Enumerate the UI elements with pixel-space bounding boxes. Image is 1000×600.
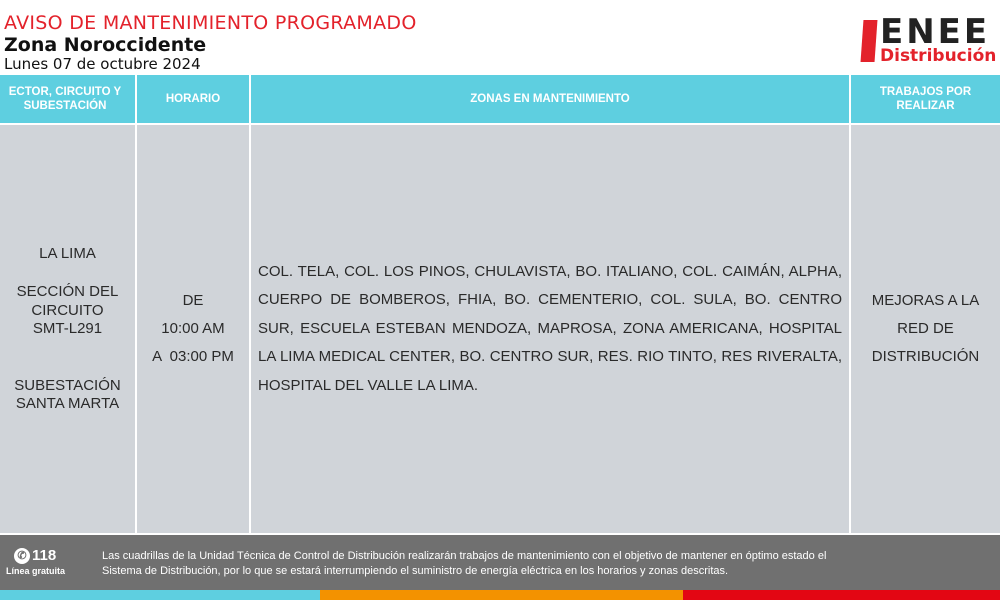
hotline-number: 118 xyxy=(32,547,57,564)
circuit-line: SECCIÓN DEL xyxy=(16,283,119,300)
zone-name: Zona Noroccidente xyxy=(4,34,207,56)
stripe-red xyxy=(683,590,1000,600)
notice-date: Lunes 07 de octubre 2024 xyxy=(4,55,201,73)
footer-note-line: Sistema de Distribución, por lo que se e… xyxy=(102,565,729,577)
schedule-cell: DE 10:00 AM A 03:00 PM xyxy=(137,125,249,533)
footer-bar xyxy=(0,535,1000,590)
enee-logo: ENEE Distribución xyxy=(860,12,1000,68)
stripe-orange xyxy=(320,590,683,600)
zones-cell: COL. TELA, COL. LOS PINOS, CHULAVISTA, B… xyxy=(251,125,849,533)
work-cell: MEJORAS A LA RED DE DISTRIBUCIÓN xyxy=(851,125,1000,533)
work-line: RED DE xyxy=(897,320,954,337)
circuit-id: SMT-L291 xyxy=(32,320,103,337)
logo-subtext: Distribución xyxy=(880,46,997,66)
stripe-cyan xyxy=(0,590,320,600)
schedule-from-label: DE xyxy=(182,292,204,309)
sector-cell: LA LIMA SECCIÓN DEL CIRCUITO SMT-L291 SU… xyxy=(0,125,135,533)
schedule-to: A 03:00 PM xyxy=(152,348,234,365)
column-header-zones: ZONAS EN MANTENIMIENTO xyxy=(251,75,849,123)
zones-list: COL. TELA, COL. LOS PINOS, CHULAVISTA, B… xyxy=(258,262,842,394)
sector-name: LA LIMA xyxy=(39,244,96,262)
footer-note-line: Las cuadrillas de la Unidad Técnica de C… xyxy=(102,550,827,562)
substation-line: SUBESTACIÓN xyxy=(14,376,121,394)
logo-mark-icon xyxy=(860,20,878,62)
circuit-line: CIRCUITO xyxy=(31,301,104,319)
work-line: MEJORAS A LA xyxy=(871,292,980,309)
hotline: ✆ 118 xyxy=(14,547,56,564)
column-header-label: ECTOR, CIRCUITO Y SUBESTACIÓN xyxy=(8,86,122,112)
hotline-label: Línea gratuita xyxy=(6,566,66,576)
column-header-label: TRABAJOS POR REALIZAR xyxy=(879,86,972,112)
schedule-from: 10:00 AM xyxy=(161,320,225,337)
logo-text: ENEE xyxy=(880,12,991,52)
column-header-work: TRABAJOS POR REALIZAR xyxy=(851,75,1000,123)
work-line: DISTRIBUCIÓN xyxy=(871,348,980,365)
substation-name: SANTA MARTA xyxy=(15,395,120,412)
footer-note: Las cuadrillas de la Unidad Técnica de C… xyxy=(102,549,1000,579)
column-header-sector: ECTOR, CIRCUITO Y SUBESTACIÓN xyxy=(0,75,135,123)
notice-title: AVISO DE MANTENIMIENTO PROGRAMADO xyxy=(4,12,417,34)
column-header-schedule: HORARIO xyxy=(137,75,249,123)
phone-icon: ✆ xyxy=(14,547,30,564)
